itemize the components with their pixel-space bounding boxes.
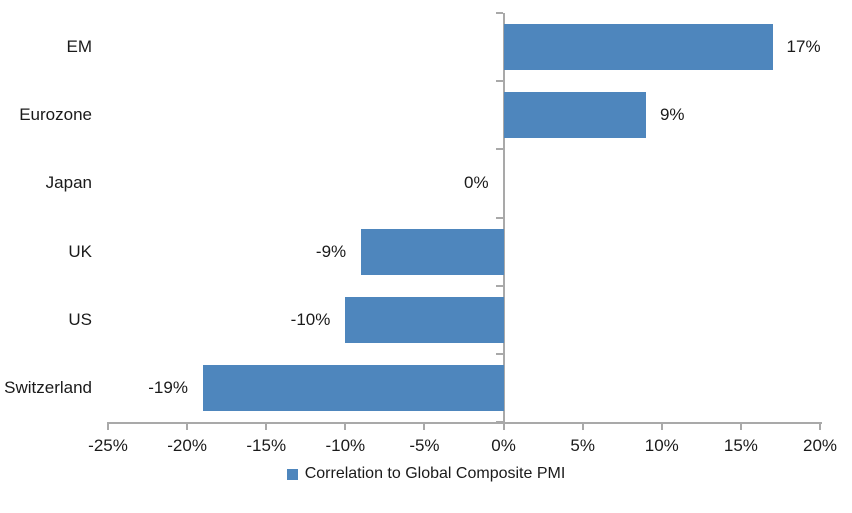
legend: Correlation to Global Composite PMI	[0, 465, 852, 483]
bar	[345, 296, 504, 343]
category-tick	[495, 148, 503, 151]
x-axis-tick-label: 10%	[644, 436, 679, 455]
x-axis-tick-label: 15%	[723, 436, 758, 455]
x-axis-tick	[186, 422, 189, 430]
category-tick	[495, 352, 503, 355]
value-label: -10%	[290, 309, 331, 329]
x-axis-tick	[739, 422, 742, 430]
bar	[503, 24, 773, 71]
x-axis-tick-label: -15%	[246, 436, 287, 455]
category-label: UK	[68, 241, 92, 261]
value-label: 9%	[659, 105, 685, 125]
x-axis-tick	[819, 422, 821, 430]
zero-axis-line	[502, 13, 505, 430]
x-axis-tick	[423, 422, 426, 430]
x-axis-tick	[107, 422, 109, 430]
x-axis-tick-label: -5%	[409, 436, 440, 455]
category-label: Eurozone	[19, 105, 92, 125]
category-label: EM	[66, 37, 93, 57]
x-axis-tick-label: -20%	[167, 436, 207, 455]
x-axis-tick-label: 20%	[802, 436, 838, 455]
value-label: -19%	[148, 377, 188, 397]
x-axis-tick-label: 5%	[570, 436, 595, 455]
x-axis-tick	[660, 422, 663, 430]
category-tick	[495, 284, 503, 287]
x-axis-tick	[344, 422, 347, 430]
category-tick	[495, 216, 503, 219]
value-label: 0%	[463, 173, 489, 193]
x-axis-tick	[502, 422, 505, 430]
bar	[503, 92, 646, 139]
legend-label: Correlation to Global Composite PMI	[304, 465, 566, 482]
x-axis-tick-label: -10%	[325, 436, 366, 455]
bar	[202, 364, 504, 411]
x-axis-tick-label: 0%	[491, 436, 516, 455]
legend-swatch	[286, 468, 298, 480]
value-label: 17%	[786, 37, 821, 57]
category-label: Switzerland	[4, 377, 92, 397]
bar	[361, 228, 504, 275]
category-tick	[495, 80, 503, 83]
x-axis-tick	[581, 422, 584, 430]
category-tick	[495, 12, 503, 14]
x-axis-tick	[265, 422, 268, 430]
value-label: -9%	[315, 241, 347, 261]
x-axis-line	[108, 422, 822, 424]
category-label: Japan	[45, 173, 92, 193]
x-axis-tick-label: -25%	[88, 436, 128, 455]
category-label: US	[68, 309, 92, 329]
